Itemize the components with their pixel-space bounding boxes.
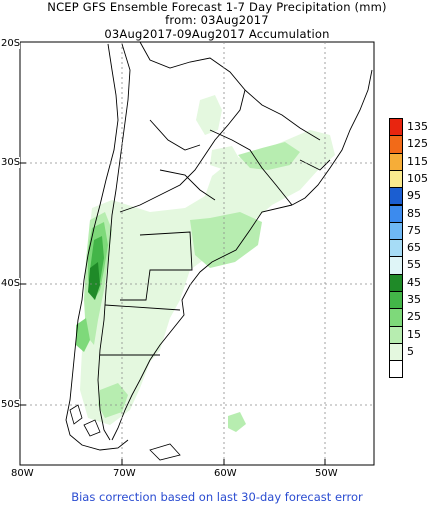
legend-level-label: 115	[407, 154, 428, 168]
legend-color-swatch	[389, 360, 403, 379]
legend-level-label: 65	[407, 241, 421, 255]
lon-label-50w: 50W	[315, 468, 338, 479]
legend-level-label: 5	[407, 344, 414, 358]
legend-level-label: 25	[407, 310, 421, 324]
legend-level-label: 85	[407, 206, 421, 220]
lon-label-70w: 70W	[113, 468, 136, 479]
political-boundaries	[65, 41, 373, 451]
precip-shading-5mm	[80, 95, 335, 425]
axis-ticks	[20, 162, 326, 465]
legend-level-label: 55	[407, 258, 421, 272]
legend-color-swatch	[389, 135, 403, 154]
legend-color-swatch	[389, 342, 403, 362]
legend-level-label: 135	[407, 120, 428, 133]
legend-color-swatch	[389, 273, 403, 292]
legend-level-label: 95	[407, 189, 421, 203]
legend-color-swatch	[389, 239, 403, 258]
legend-color-swatch	[389, 152, 403, 171]
lat-label-30s: 30S	[1, 157, 21, 168]
lon-label-60w: 60W	[214, 468, 237, 479]
precip-shading-45mm	[88, 262, 100, 300]
legend-color-swatch	[389, 204, 403, 223]
lat-label-40s: 40S	[1, 278, 21, 289]
legend-color-swatch	[389, 325, 403, 344]
legend-level-label: 75	[407, 223, 421, 237]
lon-label-80w: 80W	[11, 468, 34, 479]
legend-level-label: 105	[407, 171, 428, 185]
legend-color-swatch	[389, 169, 403, 189]
legend-level-label: 15	[407, 327, 421, 341]
lat-label-20s: 20S	[1, 38, 21, 49]
legend-color-swatch	[389, 291, 403, 310]
forecast-start-date: from: 03Aug2017	[165, 13, 269, 27]
legend-color-swatch	[389, 118, 403, 137]
graticule	[20, 42, 374, 465]
legend-level-label: 125	[407, 137, 428, 151]
legend-color-swatch	[389, 308, 403, 327]
map-title: NCEP GFS Ensemble Forecast 1-7 Day Preci…	[47, 0, 387, 14]
legend-color-swatch	[389, 256, 403, 275]
accumulation-period: 03Aug2017-09Aug2017 Accumulation	[104, 27, 330, 41]
bias-correction-note: Bias correction based on last 30-day for…	[71, 490, 363, 504]
island-outlines	[69, 404, 181, 461]
legend-level-label: 35	[407, 293, 421, 306]
legend-level-label: 45	[407, 275, 421, 289]
legend-color-swatch	[389, 221, 403, 241]
lat-label-50s: 50S	[1, 399, 21, 410]
legend-color-swatch	[389, 187, 403, 206]
